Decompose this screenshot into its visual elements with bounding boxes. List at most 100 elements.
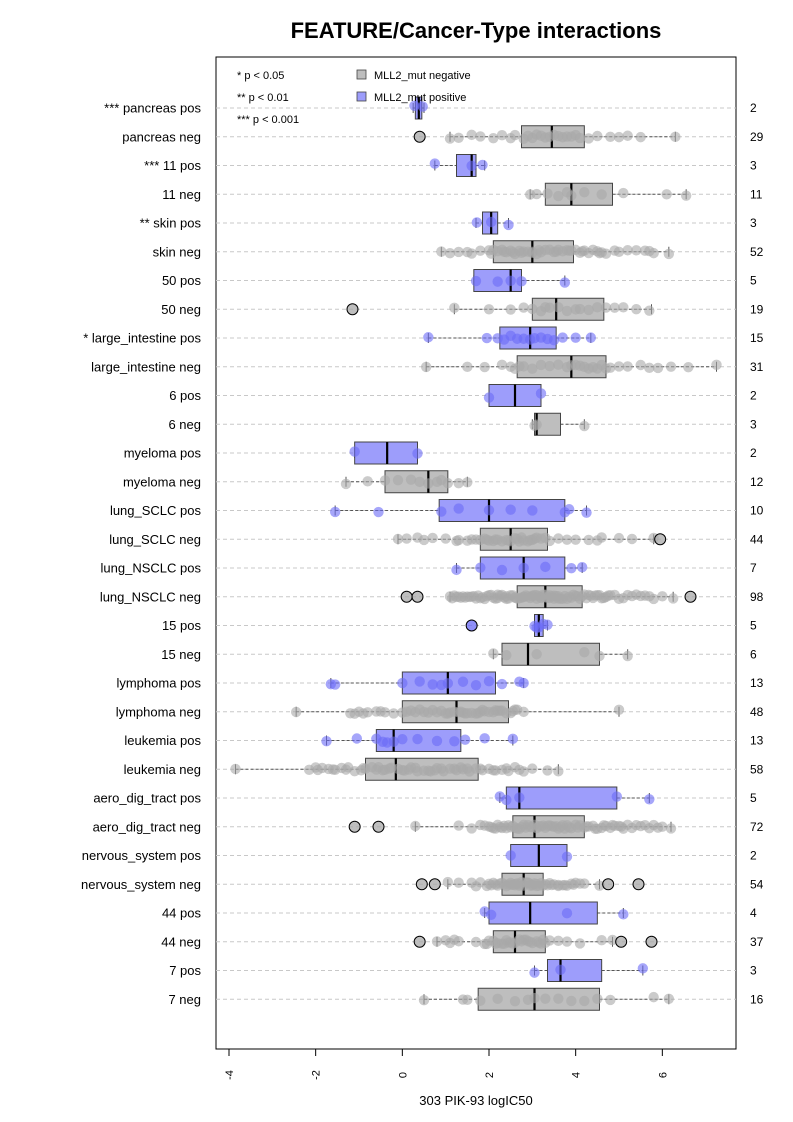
data-point [451, 564, 462, 576]
data-point [596, 934, 607, 946]
data-point [462, 994, 473, 1006]
data-point [518, 562, 529, 574]
outlier-point [632, 878, 645, 891]
data-point [485, 909, 497, 921]
row-label: large_intestine neg [91, 359, 201, 374]
data-point [613, 704, 625, 716]
data-point [427, 532, 438, 544]
data-point [535, 388, 547, 399]
data-point [442, 478, 454, 489]
data-point [583, 304, 594, 316]
data-point [516, 276, 527, 287]
data-point [414, 476, 425, 488]
data-point [524, 821, 536, 833]
data-point [427, 704, 438, 716]
data-point [527, 763, 538, 774]
grid-lines [216, 107, 736, 1000]
outlier-point [684, 590, 697, 603]
data-point [490, 534, 501, 545]
data-point [596, 189, 607, 200]
data-point [501, 593, 512, 605]
data-point [481, 332, 493, 344]
row-count: 58 [750, 762, 764, 776]
data-point [507, 247, 519, 258]
data-point [442, 678, 454, 689]
row-label: leukemia neg [124, 762, 201, 777]
data-point [483, 676, 495, 687]
row-count: 3 [750, 216, 757, 230]
data-point [505, 504, 516, 515]
outlier-point [411, 590, 424, 603]
row-count: 6 [750, 647, 757, 661]
data-point [481, 938, 493, 950]
data-point [475, 562, 486, 573]
data-point [561, 907, 573, 919]
row-count: 72 [750, 820, 764, 834]
data-point [351, 733, 363, 744]
data-point [527, 505, 538, 516]
row-label: 11 neg [162, 187, 201, 202]
data-point [466, 534, 477, 545]
row-label: 50 neg [161, 302, 201, 317]
row-count: 4 [750, 906, 757, 920]
data-point [481, 534, 493, 545]
data-point [574, 938, 586, 949]
data-point [544, 535, 555, 547]
row-count: 15 [750, 331, 764, 345]
data-point [505, 850, 516, 861]
data-point [488, 648, 499, 659]
data-point [518, 302, 529, 313]
box-layer [235, 96, 717, 1011]
row-labels: *** pancreas pos 2 pancreas neg 29 *** 11 po… [81, 101, 764, 1007]
row-label: ** skin pos [140, 216, 202, 231]
data-point [498, 820, 510, 832]
data-point [583, 534, 594, 546]
data-point [503, 535, 514, 546]
data-point [507, 733, 519, 745]
data-point [496, 359, 508, 371]
row-count: 5 [750, 274, 757, 288]
x-tick-label: 0 [397, 1072, 409, 1078]
data-point [429, 158, 441, 169]
data-point [518, 591, 529, 602]
outlier-point [413, 935, 426, 948]
data-point [542, 188, 553, 199]
data-point [576, 246, 588, 257]
data-point [488, 765, 499, 776]
data-point [501, 649, 512, 661]
data-point [436, 246, 447, 257]
data-point [358, 763, 369, 774]
data-point [533, 244, 545, 256]
data-point [581, 507, 592, 518]
data-point [574, 878, 586, 889]
row-label: * large_intestine pos [83, 331, 201, 346]
data-point [481, 880, 493, 892]
data-point [388, 708, 399, 719]
data-point [594, 880, 605, 891]
data-point [592, 993, 603, 1004]
data-point [505, 304, 516, 315]
data-point [605, 362, 616, 373]
row-label: 6 pos [169, 388, 201, 403]
data-point [635, 590, 646, 602]
data-point [613, 361, 625, 372]
outlier-point [372, 820, 385, 833]
data-point [492, 276, 503, 287]
data-point [410, 820, 421, 832]
data-point [496, 130, 508, 141]
row-label: aero_dig_tract neg [93, 819, 201, 834]
outlier-point [428, 878, 441, 891]
row-label: myeloma pos [124, 446, 202, 461]
row-count: 44 [750, 532, 764, 546]
data-point [405, 474, 417, 485]
data-point [579, 420, 590, 432]
data-point [409, 100, 420, 112]
data-point [509, 129, 521, 141]
data-point [418, 706, 430, 718]
data-point [453, 820, 464, 831]
data-point [524, 534, 536, 546]
outlier-point [645, 935, 658, 948]
legend-swatch-positive [356, 91, 367, 102]
data-point [711, 359, 722, 371]
